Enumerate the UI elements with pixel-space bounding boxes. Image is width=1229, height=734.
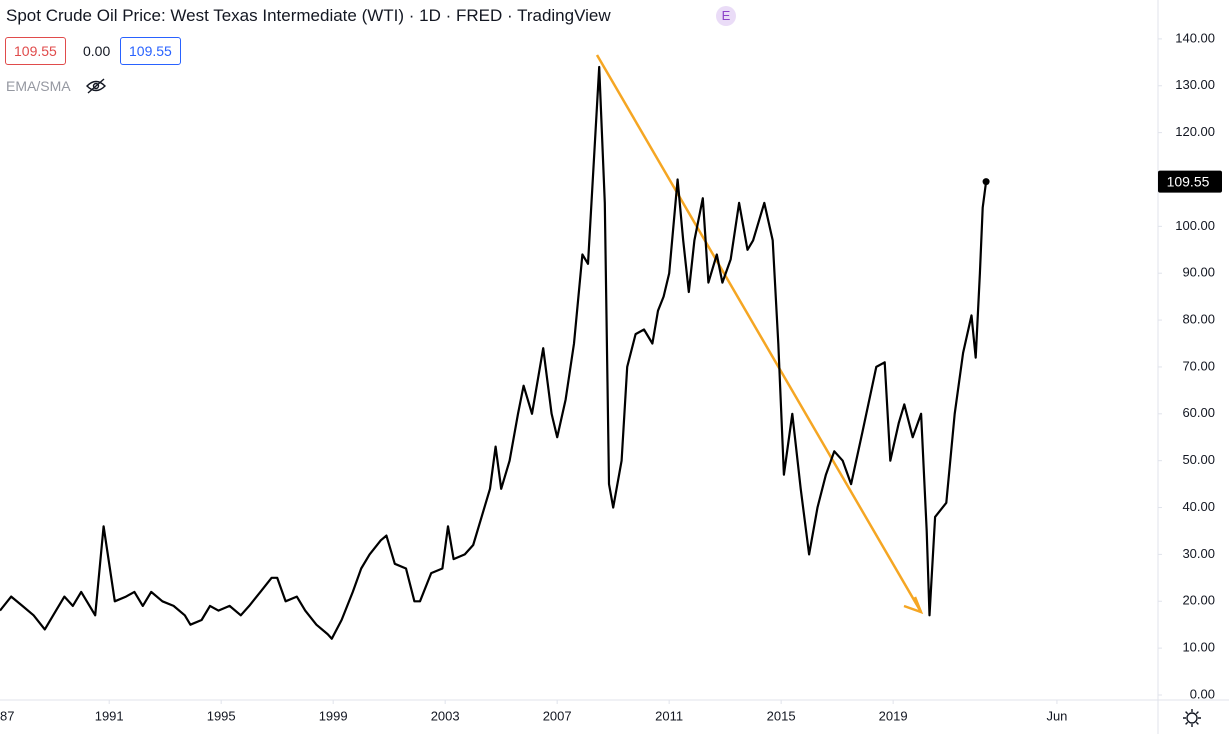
y-tick-label: 10.00 [1182,640,1215,655]
y-tick-label: 80.00 [1182,312,1215,327]
chart-title: Spot Crude Oil Price: West Texas Interme… [6,6,611,25]
price-tag [1158,170,1222,193]
x-tick-label: Jun [1046,708,1067,723]
y-tick-label: 40.00 [1182,499,1215,514]
x-tick-label: 1995 [207,708,236,723]
y-tick-label: 100.00 [1175,218,1215,233]
y-tick-label: 60.00 [1182,405,1215,420]
y-tick-label: 20.00 [1182,593,1215,608]
price-tag-label: 109.55 [1167,173,1210,189]
x-tick-label: 2003 [431,708,460,723]
y-tick-label: 30.00 [1182,546,1215,561]
x-tick-label: 2011 [655,708,683,723]
price-box: 109.55 [5,37,66,65]
x-tick-label: 1999 [319,708,348,723]
price-line [0,65,988,640]
x-tick-label: 2007 [543,708,572,723]
y-tick-label: 120.00 [1175,124,1215,139]
y-tick-label: 70.00 [1182,358,1215,373]
y-tick-label: 90.00 [1182,265,1215,280]
x-tick-label: 87 [0,708,14,723]
trend-arrow [595,54,923,613]
y-tick-label: 0.00 [1190,686,1215,701]
x-tick-label: 2019 [879,708,908,723]
trend-arrow-head [903,596,924,615]
last-point [982,178,990,186]
x-tick-label: 2015 [767,708,796,723]
price-change: 0.00 [83,43,111,59]
settings-icon[interactable] [1183,709,1201,727]
visibility-icon[interactable] [86,78,106,94]
y-tick-label: 50.00 [1182,452,1215,467]
y-tick-label: 140.00 [1175,30,1215,45]
x-tick-label: 1991 [95,708,124,723]
price-box: 109.55 [120,37,181,65]
y-tick-label: 130.00 [1175,77,1215,92]
indicator-label: EMA/SMA [6,78,71,94]
event-badge[interactable]: E [716,6,736,26]
